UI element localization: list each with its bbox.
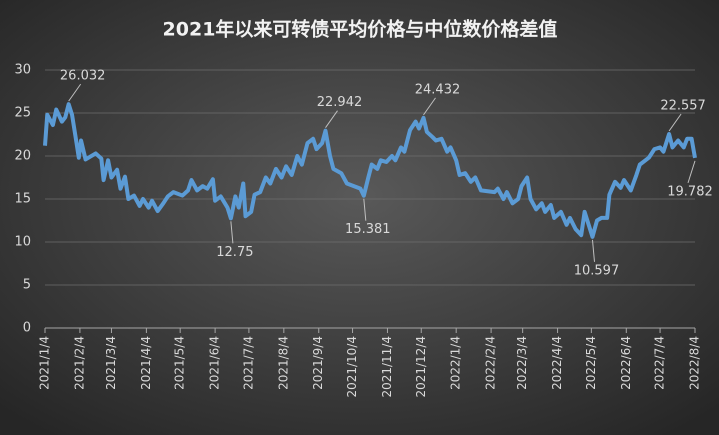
label-leader <box>423 97 436 116</box>
label-leader <box>68 83 82 102</box>
y-tick-label: 20 <box>14 149 31 164</box>
data-label: 19.782 <box>667 184 713 199</box>
x-tick-label: 2021/5/4 <box>173 336 187 390</box>
x-tick-label: 2022/8/4 <box>688 336 702 390</box>
x-tick-label: 2022/6/4 <box>619 336 633 390</box>
x-tick-label: 2021/12/4 <box>414 336 428 398</box>
x-tick-label: 2022/5/4 <box>584 336 598 390</box>
data-line <box>43 102 697 239</box>
data-label: 22.557 <box>660 99 706 114</box>
x-tick-label: 2021/4/4 <box>139 336 153 390</box>
data-label: 24.432 <box>415 82 461 97</box>
data-label: 12.75 <box>216 245 253 260</box>
x-tick-label: 2021/11/4 <box>380 336 394 398</box>
x-tick-label: 2021/3/4 <box>104 336 118 390</box>
label-leader <box>363 198 367 221</box>
label-leader <box>325 110 338 128</box>
x-tick-label: 2021/9/4 <box>311 336 325 390</box>
y-tick-label: 25 <box>14 106 31 121</box>
label-leader <box>230 221 234 244</box>
y-tick-label: 10 <box>14 235 31 250</box>
y-tick-label: 30 <box>14 63 31 78</box>
data-label: 22.942 <box>317 95 363 110</box>
x-tick-label: 2022/7/4 <box>653 336 667 390</box>
data-label: 26.032 <box>60 69 106 84</box>
x-tick-label: 2022/4/4 <box>550 336 564 390</box>
y-tick-label: 15 <box>14 192 31 207</box>
x-tick-label: 2022/1/4 <box>449 336 463 390</box>
data-label: 10.597 <box>574 263 620 278</box>
label-leader <box>687 160 696 184</box>
label-leader <box>668 113 682 132</box>
x-tick-label: 2021/1/4 <box>38 336 52 390</box>
x-tick-label: 2021/8/4 <box>276 336 290 390</box>
x-tick-label: 2022/3/4 <box>515 336 529 390</box>
label-leader <box>591 239 595 262</box>
x-tick-label: 2021/2/4 <box>72 336 86 390</box>
data-label: 15.381 <box>345 222 391 237</box>
y-tick-label: 5 <box>23 278 31 293</box>
x-tick-label: 2021/10/4 <box>345 336 359 398</box>
x-tick-label: 2021/7/4 <box>241 336 255 390</box>
y-tick-label: 0 <box>23 321 31 336</box>
x-tick-label: 2021/6/4 <box>208 336 222 390</box>
chart-title: 2021年以来可转债平均价格与中位数价格差值 <box>163 18 558 41</box>
x-tick-label: 2022/2/4 <box>484 336 498 390</box>
